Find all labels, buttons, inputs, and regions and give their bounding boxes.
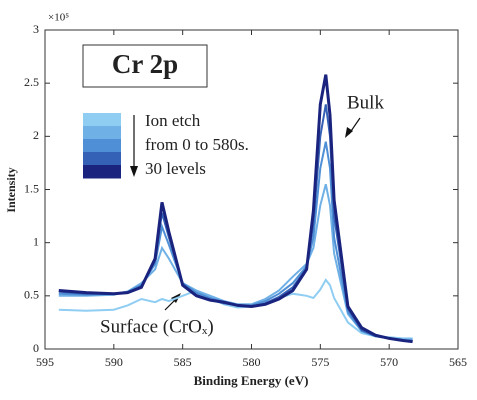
legend-arrowhead xyxy=(130,166,138,177)
y-tick-label: 1 xyxy=(33,234,39,248)
x-tick-label: 585 xyxy=(174,355,192,369)
y-multiplier: ×10⁵ xyxy=(48,12,69,24)
legend-swatch xyxy=(83,165,121,179)
y-axis-label: Intensity xyxy=(4,167,18,212)
legend-text: from 0 to 580s. xyxy=(145,135,249,154)
x-tick-label: 580 xyxy=(243,355,261,369)
y-tick-label: 2 xyxy=(33,128,39,142)
element-label: Cr 2p xyxy=(112,49,178,79)
bulk-arrowhead xyxy=(345,127,353,138)
etch-legend xyxy=(83,113,121,179)
legend-swatch xyxy=(83,113,121,127)
x-tick-label: 570 xyxy=(380,355,398,369)
legend-swatch xyxy=(83,126,121,140)
legend-text: Ion etch xyxy=(145,111,201,130)
surface-label: Surface (CrOₓ) xyxy=(100,316,214,337)
x-tick-label: 575 xyxy=(311,355,329,369)
y-tick-label: 0.5 xyxy=(24,288,39,302)
y-tick-label: 2.5 xyxy=(24,75,39,89)
y-tick-label: 0 xyxy=(33,341,39,355)
bulk-label: Bulk xyxy=(347,92,384,113)
element-box xyxy=(82,44,208,88)
x-tick-label: 565 xyxy=(449,355,467,369)
legend-swatch xyxy=(83,139,121,153)
y-tick-label: 3 xyxy=(33,22,39,36)
y-tick-label: 1.5 xyxy=(24,181,39,195)
x-tick-label: 595 xyxy=(36,355,54,369)
legend-text: 30 levels xyxy=(145,159,206,178)
x-axis-label: Binding Energy (eV) xyxy=(194,373,309,388)
x-tick-label: 590 xyxy=(105,355,123,369)
legend-swatch xyxy=(83,152,121,166)
series-line xyxy=(58,74,413,344)
